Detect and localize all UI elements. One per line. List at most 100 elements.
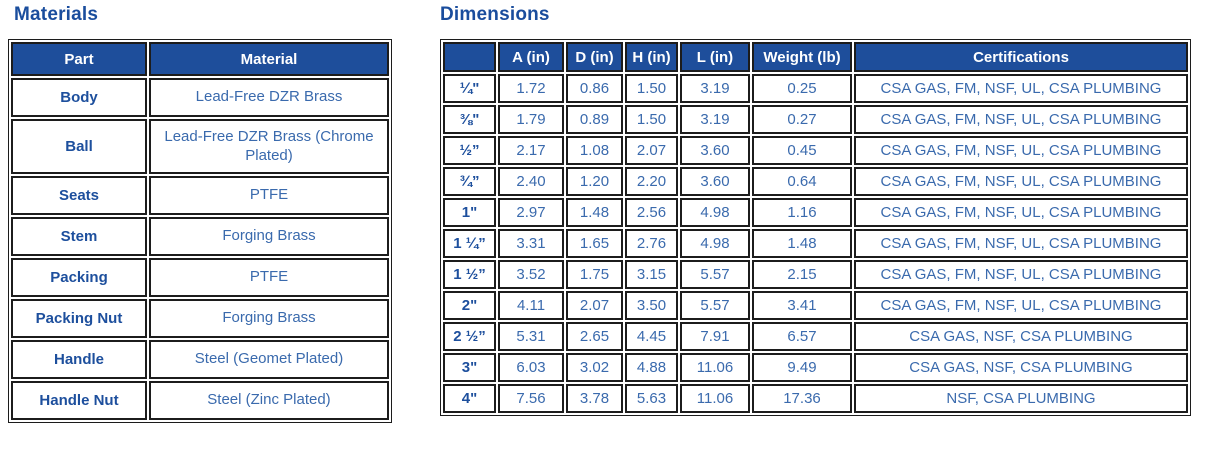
size-cell: 3" [443,353,496,382]
material-cell: Forging Brass [149,299,389,338]
a-cell: 6.03 [498,353,564,382]
l-cell: 7.91 [680,322,750,351]
part-cell: Body [11,78,147,117]
h-cell: 2.56 [625,198,678,227]
material-cell: Lead-Free DZR Brass [149,78,389,117]
size-cell: ½” [443,136,496,165]
a-cell: 2.97 [498,198,564,227]
d-cell: 3.78 [566,384,623,413]
a-cell: 3.52 [498,260,564,289]
certifications-cell: CSA GAS, FM, NSF, UL, CSA PLUMBING [854,167,1188,196]
l-cell: 4.98 [680,198,750,227]
material-cell: Steel (Geomet Plated) [149,340,389,379]
h-cell: 5.63 [625,384,678,413]
dimensions-header-h: H (in) [625,42,678,72]
table-row: 1 ½” 3.52 1.75 3.15 5.57 2.15 CSA GAS, F… [443,260,1188,289]
part-cell: Handle Nut [11,381,147,420]
l-cell: 5.57 [680,260,750,289]
h-cell: 2.20 [625,167,678,196]
dimensions-header-l: L (in) [680,42,750,72]
weight-cell: 17.36 [752,384,852,413]
d-cell: 2.07 [566,291,623,320]
a-cell: 1.79 [498,105,564,134]
dimensions-title: Dimensions [440,4,550,25]
size-cell: 4" [443,384,496,413]
a-cell: 2.40 [498,167,564,196]
h-cell: 3.50 [625,291,678,320]
l-cell: 4.98 [680,229,750,258]
dimensions-header-certifications: Certifications [854,42,1188,72]
materials-header-material: Material [149,42,389,76]
size-cell: ¾” [443,167,496,196]
dimensions-section: Dimensions A (in) D (in) H (in) L (in) W… [440,2,1210,416]
dimensions-header-size [443,42,496,72]
materials-table: Part Material Body Lead-Free DZR Brass B… [8,39,392,423]
material-cell: Lead-Free DZR Brass (Chrome Plated) [149,119,389,174]
table-row: Packing PTFE [11,258,389,297]
dimensions-header-a: A (in) [498,42,564,72]
table-row: Ball Lead-Free DZR Brass (Chrome Plated) [11,119,389,174]
d-cell: 1.20 [566,167,623,196]
certifications-cell: CSA GAS, NSF, CSA PLUMBING [854,353,1188,382]
table-row: ¼" 1.72 0.86 1.50 3.19 0.25 CSA GAS, FM,… [443,74,1188,103]
weight-cell: 0.27 [752,105,852,134]
d-cell: 3.02 [566,353,623,382]
size-cell: 1" [443,198,496,227]
h-cell: 2.07 [625,136,678,165]
spec-sheet-page: Materials Part Material Body Lead-Free D… [8,2,1210,423]
certifications-cell: CSA GAS, FM, NSF, UL, CSA PLUMBING [854,291,1188,320]
l-cell: 3.60 [680,167,750,196]
weight-cell: 1.16 [752,198,852,227]
a-cell: 1.72 [498,74,564,103]
h-cell: 2.76 [625,229,678,258]
materials-section: Materials Part Material Body Lead-Free D… [8,2,396,423]
h-cell: 4.88 [625,353,678,382]
l-cell: 3.60 [680,136,750,165]
a-cell: 4.11 [498,291,564,320]
size-cell: 1 ¼” [443,229,496,258]
a-cell: 5.31 [498,322,564,351]
l-cell: 3.19 [680,74,750,103]
table-row: Body Lead-Free DZR Brass [11,78,389,117]
table-row: 3" 6.03 3.02 4.88 11.06 9.49 CSA GAS, NS… [443,353,1188,382]
h-cell: 1.50 [625,74,678,103]
weight-cell: 6.57 [752,322,852,351]
material-cell: PTFE [149,176,389,215]
dimensions-table: A (in) D (in) H (in) L (in) Weight (lb) … [440,39,1191,416]
table-row: Handle Nut Steel (Zinc Plated) [11,381,389,420]
weight-cell: 9.49 [752,353,852,382]
table-row: Seats PTFE [11,176,389,215]
certifications-cell: CSA GAS, FM, NSF, UL, CSA PLUMBING [854,136,1188,165]
l-cell: 5.57 [680,291,750,320]
l-cell: 3.19 [680,105,750,134]
h-cell: 3.15 [625,260,678,289]
table-row: ½” 2.17 1.08 2.07 3.60 0.45 CSA GAS, FM,… [443,136,1188,165]
materials-title: Materials [14,4,99,25]
certifications-cell: CSA GAS, FM, NSF, UL, CSA PLUMBING [854,229,1188,258]
certifications-cell: CSA GAS, NSF, CSA PLUMBING [854,322,1188,351]
size-cell: 2 ½” [443,322,496,351]
h-cell: 4.45 [625,322,678,351]
table-row: Packing Nut Forging Brass [11,299,389,338]
table-row: ⅜" 1.79 0.89 1.50 3.19 0.27 CSA GAS, FM,… [443,105,1188,134]
d-cell: 0.89 [566,105,623,134]
l-cell: 11.06 [680,384,750,413]
part-cell: Ball [11,119,147,174]
certifications-cell: CSA GAS, FM, NSF, UL, CSA PLUMBING [854,74,1188,103]
part-cell: Packing [11,258,147,297]
certifications-cell: CSA GAS, FM, NSF, UL, CSA PLUMBING [854,105,1188,134]
material-cell: PTFE [149,258,389,297]
d-cell: 1.08 [566,136,623,165]
part-cell: Stem [11,217,147,256]
size-cell: ⅜" [443,105,496,134]
table-row: 1 ¼” 3.31 1.65 2.76 4.98 1.48 CSA GAS, F… [443,229,1188,258]
certifications-cell: NSF, CSA PLUMBING [854,384,1188,413]
weight-cell: 1.48 [752,229,852,258]
materials-header-part: Part [11,42,147,76]
dimensions-header-d: D (in) [566,42,623,72]
weight-cell: 0.25 [752,74,852,103]
d-cell: 1.65 [566,229,623,258]
d-cell: 0.86 [566,74,623,103]
material-cell: Forging Brass [149,217,389,256]
weight-cell: 2.15 [752,260,852,289]
